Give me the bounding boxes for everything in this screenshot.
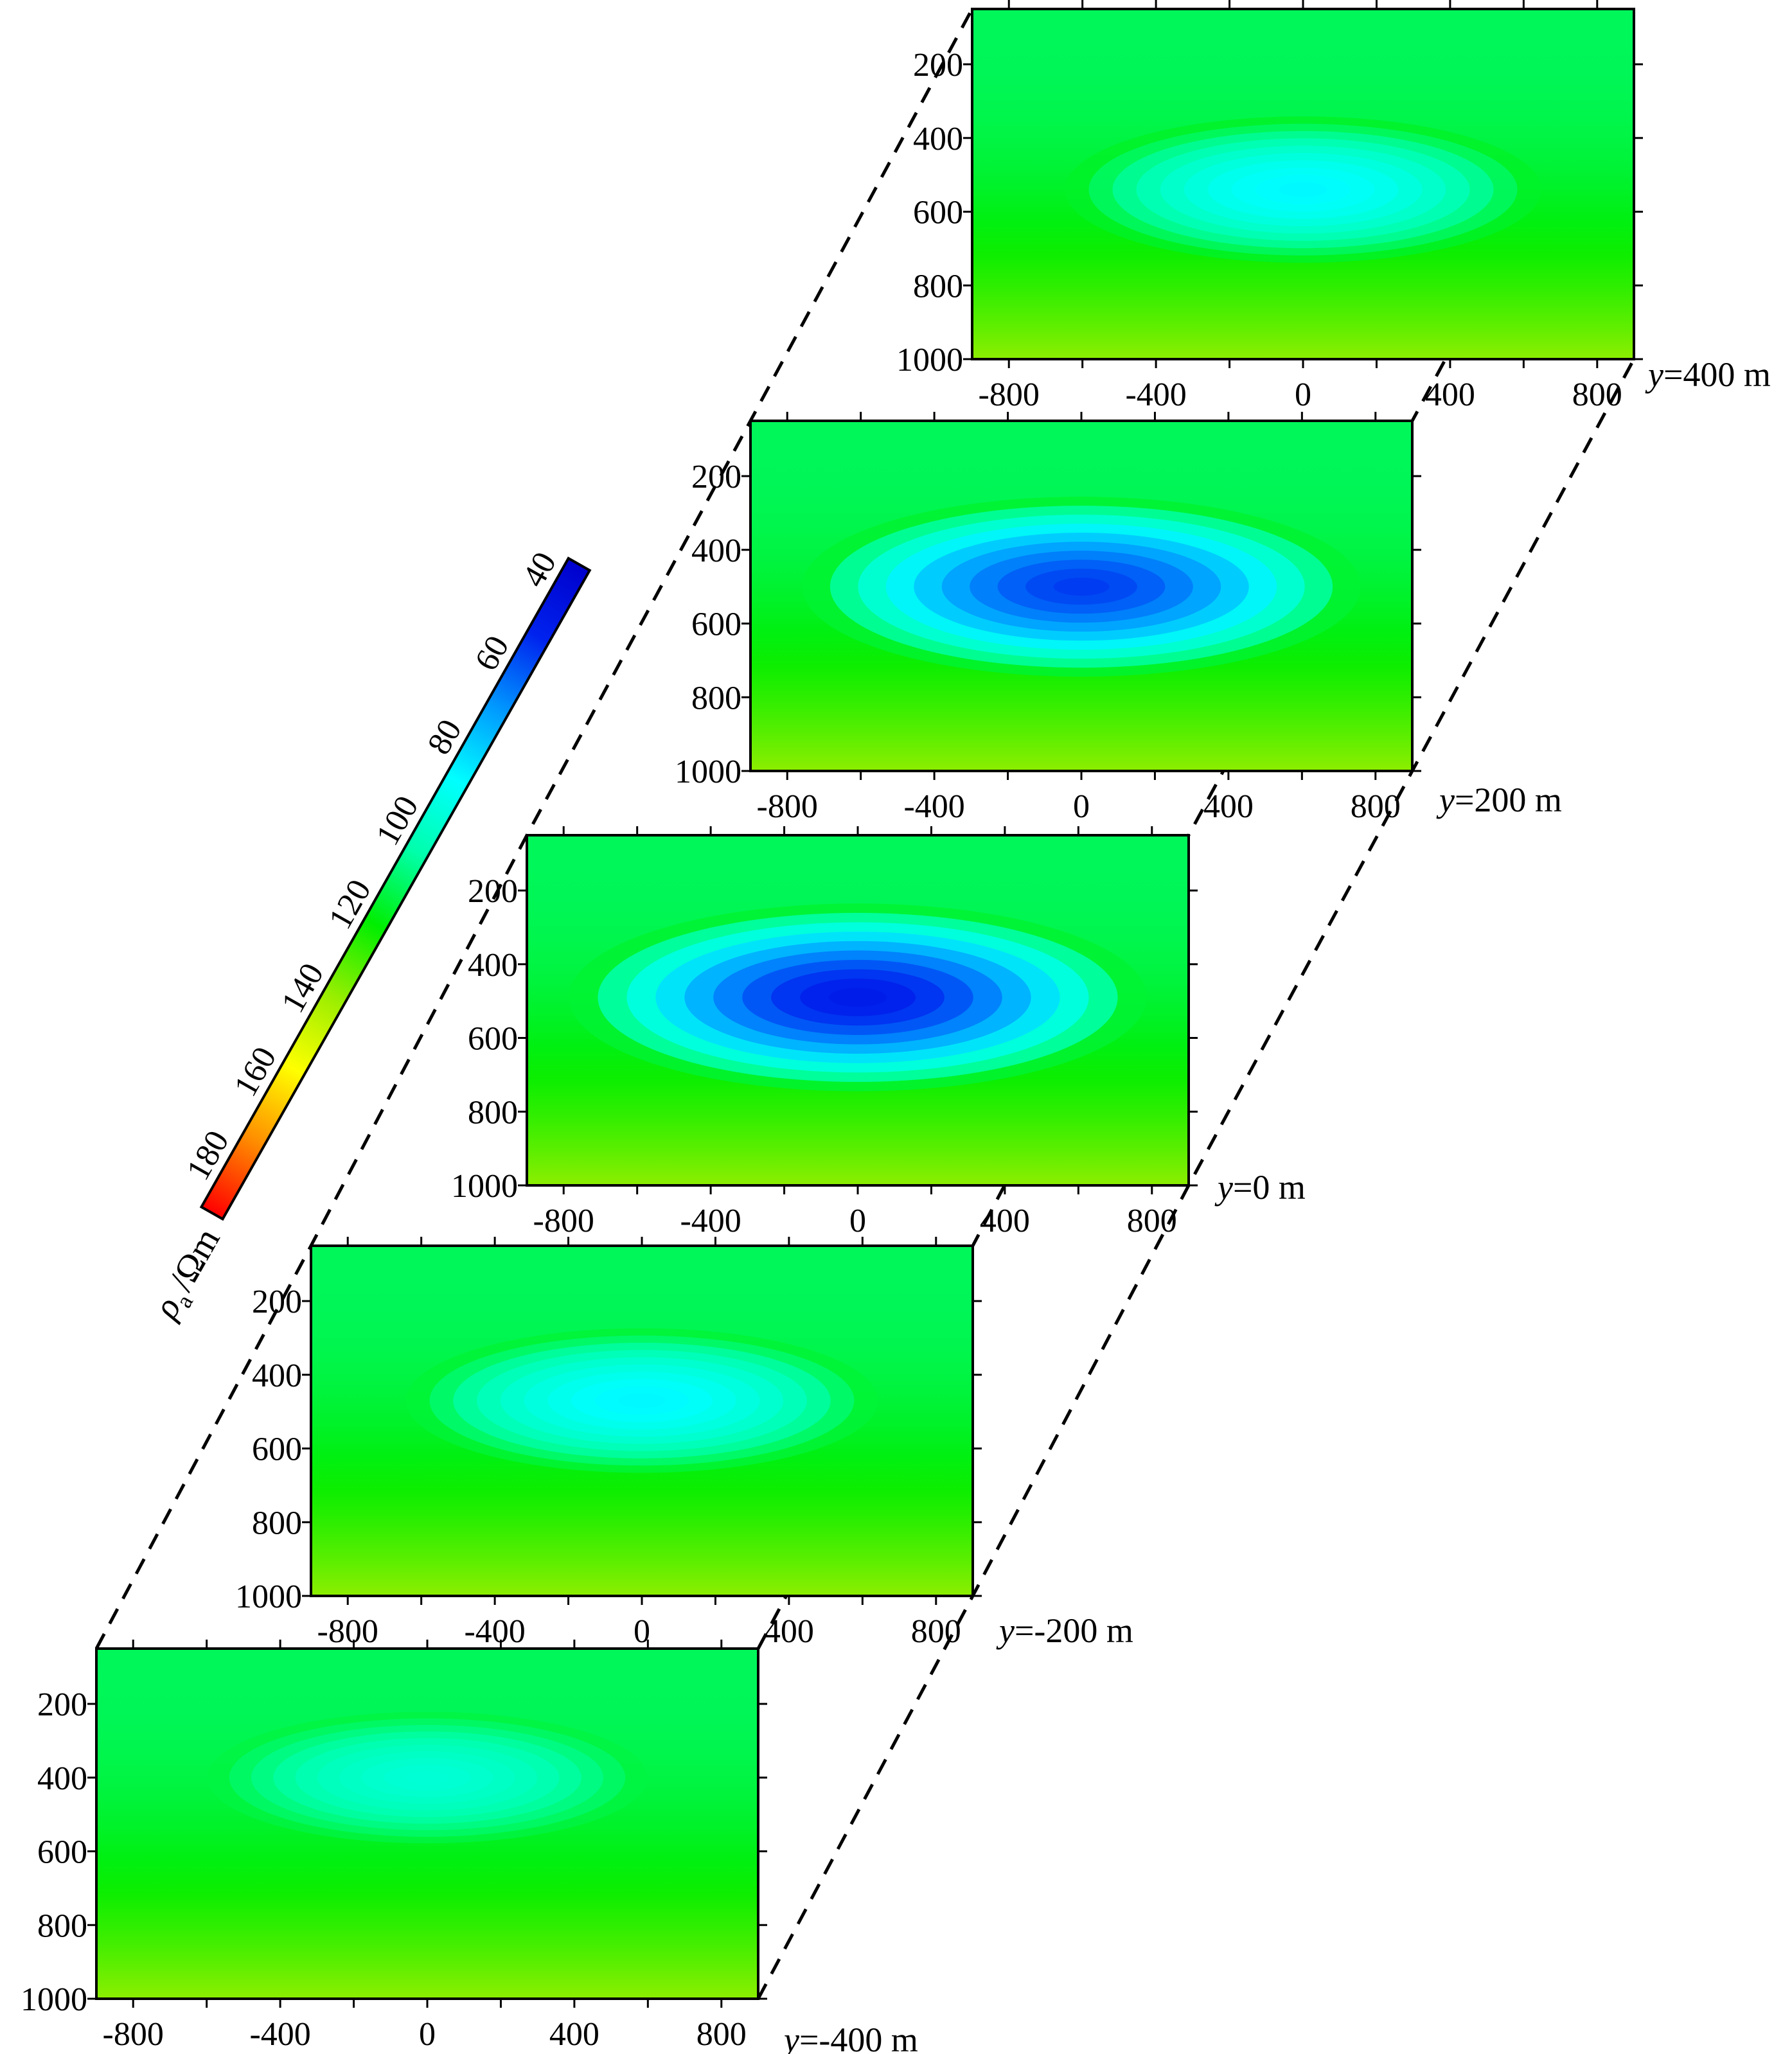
x-tick-label: -400 <box>249 2016 310 2053</box>
x-tick-label: -800 <box>317 1613 378 1650</box>
x-tick-label: 400 <box>549 2016 599 2053</box>
slice-label-var: y <box>1645 355 1663 394</box>
x-tick-label: 400 <box>980 1203 1030 1239</box>
x-tick-label: -800 <box>757 788 818 825</box>
slice-label: y=0 m <box>1214 1168 1306 1207</box>
slice-label-var: y <box>1436 781 1455 819</box>
x-tick-label: 0 <box>1295 376 1311 413</box>
slice-panel: -800 -400 0 400 800 200 400 600 800 1000 y=-400 m <box>21 1640 918 2054</box>
anomaly-contour <box>829 987 887 1007</box>
y-tick-label: 400 <box>468 947 518 984</box>
slice-label: y=200 m <box>1436 781 1562 819</box>
y-tick-label: 400 <box>691 533 741 569</box>
slice-panel: -800 -400 0 400 800 200 400 600 800 1000 y=400 m <box>896 0 1771 413</box>
y-tick-label: 1000 <box>451 1168 518 1205</box>
x-tick-label: 400 <box>1425 376 1475 413</box>
slice-label: y=400 m <box>1645 355 1771 394</box>
x-tick-label: -400 <box>1125 376 1186 413</box>
y-tick-label: 1000 <box>896 342 963 378</box>
y-tick-label: 200 <box>468 873 518 910</box>
y-tick-label: 400 <box>37 1760 87 1797</box>
slice-label-value: =400 m <box>1663 355 1771 394</box>
slice-label-value: =-400 m <box>799 2021 918 2054</box>
y-tick-label: 800 <box>252 1505 302 1541</box>
x-tick-label: -400 <box>464 1613 525 1650</box>
colorbar-ramp <box>199 556 592 1221</box>
y-tick-label: 400 <box>252 1358 302 1394</box>
y-tick-label: 200 <box>691 459 741 495</box>
y-tick-label: 600 <box>913 195 963 231</box>
slice-panel: -800 -400 0 400 800 200 400 600 800 1000 y=200 m <box>675 412 1562 825</box>
y-tick-label: 600 <box>468 1021 518 1058</box>
x-tick-label: -400 <box>903 788 964 825</box>
slice-label-value: =-200 m <box>1015 1611 1133 1650</box>
x-tick-label: 800 <box>1351 788 1401 825</box>
y-tick-label: 800 <box>913 268 963 305</box>
slice-label-value: =0 m <box>1233 1168 1306 1207</box>
anomaly-contour <box>405 1771 450 1785</box>
y-tick-label: 400 <box>913 121 963 157</box>
x-tick-label: 0 <box>849 1203 866 1239</box>
y-tick-label: 600 <box>37 1834 87 1871</box>
x-tick-label: 0 <box>1073 788 1090 825</box>
slice-label-value: =200 m <box>1455 781 1562 819</box>
colorbar-title-unit: /Ωm <box>161 1221 228 1297</box>
x-tick-label: 800 <box>1127 1203 1177 1239</box>
slice-label-var: y <box>1214 1168 1233 1207</box>
slice-label: y=-200 m <box>996 1611 1133 1650</box>
y-tick-label: 800 <box>37 1908 87 1944</box>
x-tick-label: 800 <box>1572 376 1622 413</box>
x-tick-label: 400 <box>1203 788 1254 825</box>
slice-label: y=-400 m <box>781 2021 918 2054</box>
slice-label-var: y <box>996 1611 1015 1650</box>
x-tick-label: 800 <box>911 1613 961 1650</box>
y-tick-label: 1000 <box>21 1981 87 2018</box>
x-tick-label: 0 <box>419 2016 436 2053</box>
y-tick-label: 200 <box>37 1687 87 1723</box>
anomaly-contour <box>618 1393 666 1408</box>
x-tick-label: -800 <box>533 1203 594 1239</box>
x-tick-label: -800 <box>979 376 1040 413</box>
colorbar-title: ρa/Ωm <box>145 1221 232 1328</box>
x-tick-label: -400 <box>680 1203 741 1239</box>
y-tick-label: 200 <box>252 1284 302 1320</box>
y-tick-label: 1000 <box>675 754 741 790</box>
anomaly-contour <box>1279 182 1327 197</box>
x-tick-label: -800 <box>103 2016 164 2053</box>
slice-label-var: y <box>781 2021 799 2054</box>
x-tick-label: 400 <box>764 1613 814 1650</box>
y-tick-label: 1000 <box>235 1579 302 1615</box>
y-tick-label: 800 <box>468 1094 518 1131</box>
x-tick-label: 800 <box>696 2016 747 2053</box>
y-tick-label: 600 <box>691 606 741 643</box>
y-tick-label: 600 <box>252 1431 302 1468</box>
y-tick-label: 800 <box>691 680 741 716</box>
anomaly-contour <box>1053 578 1110 596</box>
y-tick-label: 200 <box>913 47 963 84</box>
slice-panel: -800 -400 0 400 800 200 400 600 800 1000 y=-200 m <box>235 1237 1133 1650</box>
slice-panel: -800 -400 0 400 800 200 400 600 800 1000 y=0 m <box>451 826 1306 1239</box>
x-tick-label: 0 <box>634 1613 650 1650</box>
